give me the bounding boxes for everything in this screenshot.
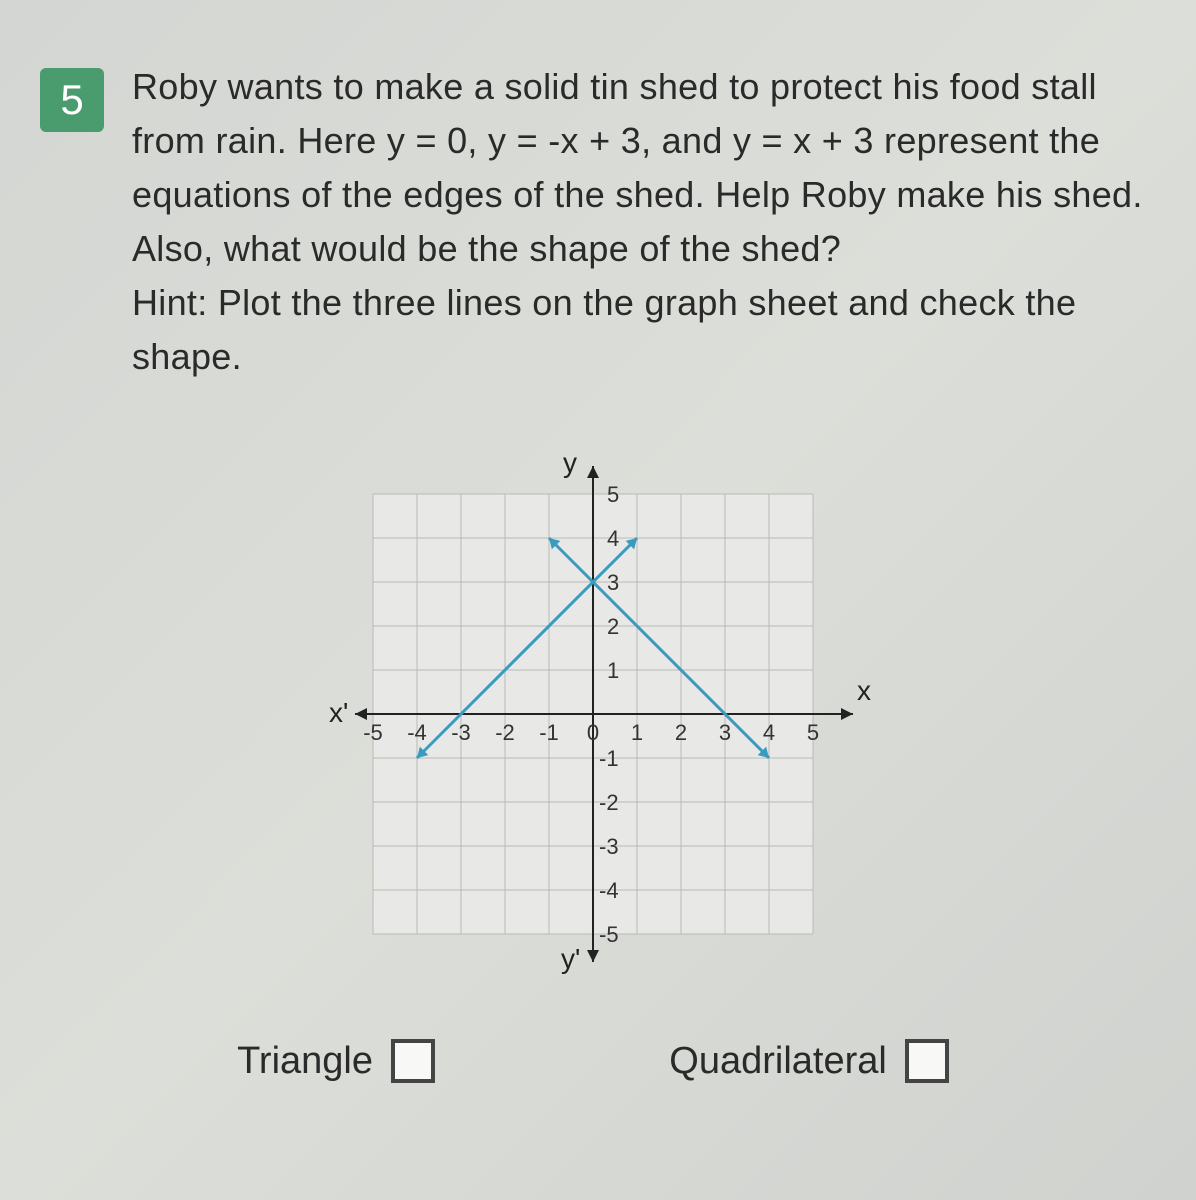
svg-text:-3: -3 <box>599 834 619 859</box>
option-quadrilateral-label: Quadrilateral <box>669 1040 887 1083</box>
svg-text:-1: -1 <box>539 720 559 745</box>
question-hint: Hint: Plot the three lines on the graph … <box>132 276 1146 384</box>
svg-text:-2: -2 <box>599 790 619 815</box>
svg-text:-3: -3 <box>451 720 471 745</box>
option-quadrilateral: Quadrilateral <box>669 1039 949 1083</box>
svg-text:-5: -5 <box>599 922 619 947</box>
quadrilateral-checkbox[interactable] <box>905 1039 949 1083</box>
svg-text:3: 3 <box>607 570 619 595</box>
svg-text:-2: -2 <box>495 720 515 745</box>
svg-text:-4: -4 <box>599 878 619 903</box>
svg-text:1: 1 <box>607 658 619 683</box>
svg-text:3: 3 <box>719 720 731 745</box>
graph-container: -5-4-3-2-101234512345-1-2-3-4-5xx'yy' <box>313 424 873 989</box>
svg-text:-4: -4 <box>407 720 427 745</box>
svg-text:x: x <box>857 675 871 706</box>
question-number: 5 <box>60 76 83 124</box>
svg-text:x': x' <box>329 697 348 728</box>
page-container: 5 Roby wants to make a solid tin shed to… <box>0 0 1196 1200</box>
svg-text:4: 4 <box>607 526 619 551</box>
svg-text:1: 1 <box>631 720 643 745</box>
answer-options: Triangle Quadrilateral <box>40 1039 1146 1083</box>
svg-text:-5: -5 <box>363 720 383 745</box>
svg-text:5: 5 <box>807 720 819 745</box>
svg-text:y': y' <box>561 943 580 974</box>
svg-text:y: y <box>563 447 577 478</box>
svg-text:5: 5 <box>607 482 619 507</box>
option-triangle: Triangle <box>237 1039 435 1083</box>
svg-text:4: 4 <box>763 720 775 745</box>
question-row: 5 Roby wants to make a solid tin shed to… <box>40 60 1146 384</box>
svg-text:0: 0 <box>587 720 599 745</box>
svg-text:2: 2 <box>675 720 687 745</box>
coordinate-graph: -5-4-3-2-101234512345-1-2-3-4-5xx'yy' <box>313 424 873 984</box>
question-number-badge: 5 <box>40 68 104 132</box>
svg-text:2: 2 <box>607 614 619 639</box>
triangle-checkbox[interactable] <box>391 1039 435 1083</box>
question-text: Roby wants to make a solid tin shed to p… <box>132 60 1146 276</box>
svg-text:-1: -1 <box>599 746 619 771</box>
question-body: Roby wants to make a solid tin shed to p… <box>132 60 1146 384</box>
option-triangle-label: Triangle <box>237 1040 373 1083</box>
